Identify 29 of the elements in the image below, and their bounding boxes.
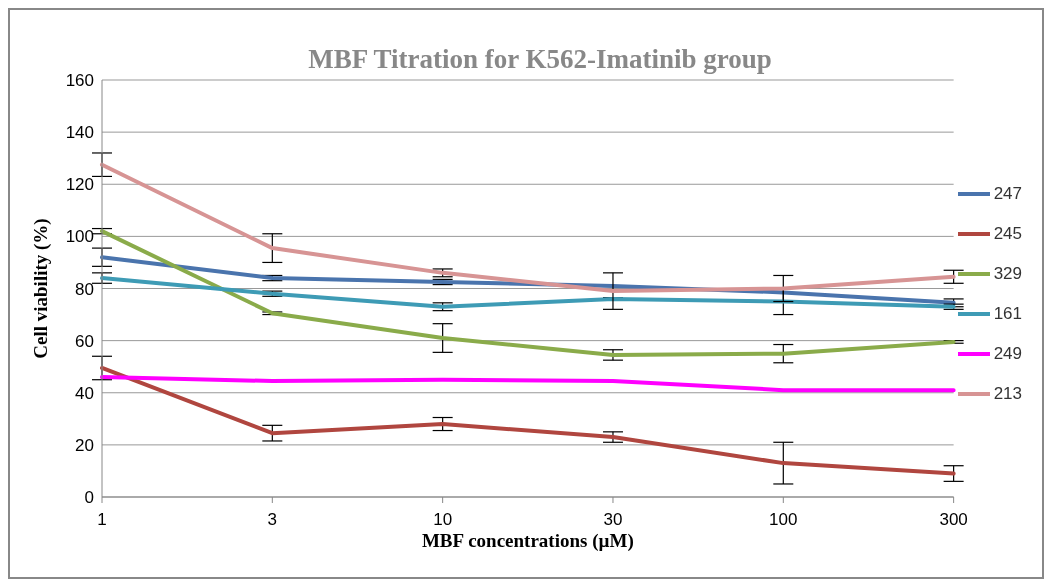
x-axis-title: MBF concentrations (µM): [421, 530, 634, 552]
x-tick-label: 100: [769, 510, 798, 530]
legend-label: 213: [993, 383, 1022, 403]
line-series: [100, 229, 956, 357]
x-tick-label: 300: [939, 510, 968, 530]
y-tick-label: 40: [75, 383, 94, 403]
x-tick-label: 10: [433, 510, 453, 530]
y-tick-label: 20: [75, 435, 94, 455]
x-tick-label: 1: [97, 510, 107, 530]
legend-label: 249: [993, 343, 1022, 363]
line-series: [100, 375, 956, 393]
x-tick-label: 30: [603, 510, 623, 530]
y-tick-label: 100: [65, 227, 94, 247]
y-tick-label: 120: [65, 175, 94, 195]
chart-title: MBF Titration for K562-Imatinib group: [308, 44, 772, 74]
legend-label: 161: [993, 303, 1022, 323]
line-series: [100, 276, 956, 309]
y-axis-title: Cell viability (%): [29, 218, 52, 359]
legend-label: 245: [993, 223, 1022, 243]
y-tick-label: 80: [75, 279, 94, 299]
x-tick-label: 3: [267, 510, 278, 530]
y-tick-label: 160: [65, 71, 94, 91]
legend-label: 329: [993, 263, 1022, 283]
y-tick-label: 60: [75, 331, 94, 351]
y-tick-label: 140: [65, 123, 94, 143]
y-tick-label: 0: [84, 488, 94, 508]
line-series: [100, 162, 956, 294]
legend-label: 247: [993, 183, 1022, 203]
line-series: [100, 365, 956, 476]
